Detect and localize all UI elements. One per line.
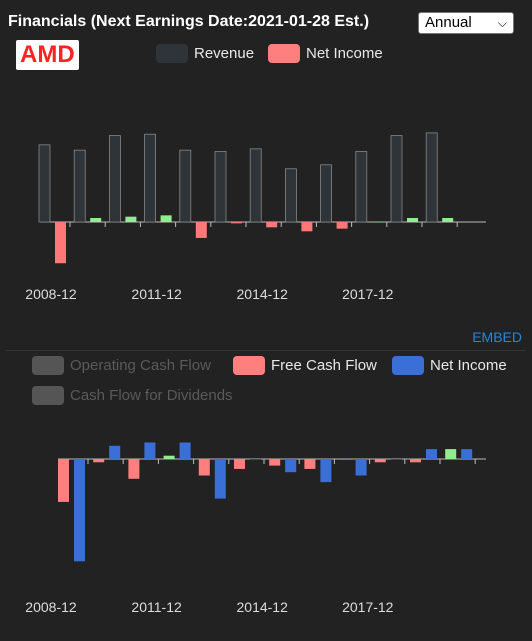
bar-revenue-2010[interactable] bbox=[109, 135, 121, 223]
bar-revenue-2016[interactable] bbox=[320, 164, 333, 223]
bar-free-cash-flow-2008[interactable] bbox=[58, 459, 69, 502]
cash-flow-panel: 2008-12 2011-12 2014-12 2017-12 Operating C… bbox=[6, 351, 526, 637]
revenue-income-panel: 2008-12 2011-12 2014-12 2017-12 Revenue Net … bbox=[6, 40, 526, 351]
legend-swatch bbox=[32, 386, 64, 405]
ticker-logo: AMD bbox=[16, 40, 79, 70]
bar-revenue-2009[interactable] bbox=[73, 149, 86, 223]
bar-net-income-2010[interactable] bbox=[144, 442, 156, 460]
legend-label: Net Income bbox=[430, 357, 507, 374]
bar-free-cash-flow-2019[interactable] bbox=[445, 449, 457, 459]
bar-free-cash-flow-2012[interactable] bbox=[198, 459, 210, 476]
x-tick-label: 2014-12 bbox=[237, 286, 289, 302]
x-tick-label: 2017-12 bbox=[342, 599, 394, 615]
legend-swatch bbox=[233, 356, 265, 375]
bar-free-cash-flow-2013[interactable] bbox=[234, 459, 245, 469]
bar-revenue-2012[interactable] bbox=[179, 149, 192, 223]
cash-flow-chart: 2008-12 2011-12 2014-12 2017-12 bbox=[25, 442, 486, 615]
bar-net-income-2011[interactable] bbox=[179, 442, 191, 460]
embed-link[interactable]: EMBED bbox=[472, 329, 522, 345]
bar-net-income-2015[interactable] bbox=[320, 459, 332, 483]
legend-label: Free Cash Flow bbox=[271, 357, 377, 374]
x-tick-label: 2008-12 bbox=[25, 286, 77, 302]
bar-net-income-2019[interactable] bbox=[461, 449, 473, 459]
bar-net-income-2018[interactable] bbox=[426, 449, 437, 459]
bar-free-cash-flow-2010[interactable] bbox=[128, 459, 140, 479]
bar-free-cash-flow-2015[interactable] bbox=[304, 459, 316, 469]
bar-net-income-2015[interactable] bbox=[301, 222, 313, 232]
x-tick-label: 2008-12 bbox=[25, 599, 77, 615]
bar-net-income-2017[interactable] bbox=[390, 459, 402, 460]
bar-free-cash-flow-2014[interactable] bbox=[269, 459, 281, 466]
bar-free-cash-flow-2009[interactable] bbox=[93, 459, 105, 463]
bar-revenue-2008[interactable] bbox=[38, 144, 51, 223]
legend-swatch bbox=[392, 356, 424, 375]
bar-revenue-2019[interactable] bbox=[425, 132, 438, 223]
bar-revenue-2011[interactable] bbox=[144, 133, 157, 223]
bar-net-income-2009[interactable] bbox=[109, 445, 121, 459]
bar-revenue-2018[interactable] bbox=[390, 135, 403, 223]
legend-swatch bbox=[156, 44, 188, 63]
bar-net-income-2008[interactable] bbox=[55, 222, 66, 264]
bar-net-income-2016[interactable] bbox=[355, 459, 367, 476]
bar-net-income-2017[interactable] bbox=[371, 222, 383, 223]
bar-net-income-2014[interactable] bbox=[266, 222, 278, 228]
bar-net-income-2008[interactable] bbox=[74, 459, 85, 562]
legend-label: Cash Flow for Dividends bbox=[70, 387, 233, 404]
bar-free-cash-flow-2011[interactable] bbox=[163, 455, 175, 459]
x-tick-label: 2017-12 bbox=[342, 286, 394, 302]
bar-free-cash-flow-2018[interactable] bbox=[410, 459, 421, 463]
bar-free-cash-flow-2016[interactable] bbox=[339, 459, 351, 460]
legend-swatch bbox=[32, 356, 64, 375]
page-title: Financials (Next Earnings Date:2021-01-2… bbox=[8, 13, 370, 30]
legend-label: Net Income bbox=[306, 45, 383, 62]
bar-net-income-2018[interactable] bbox=[407, 218, 418, 222]
bar-revenue-2013[interactable] bbox=[214, 151, 227, 223]
bar-net-income-2011[interactable] bbox=[160, 215, 172, 222]
legend-label: Revenue bbox=[194, 45, 255, 62]
bar-revenue-2015[interactable] bbox=[284, 168, 297, 223]
bar-net-income-2013[interactable] bbox=[231, 222, 242, 224]
legend-label: Operating Cash Flow bbox=[70, 357, 211, 374]
x-tick-label: 2014-12 bbox=[237, 599, 289, 615]
bar-net-income-2014[interactable] bbox=[285, 459, 297, 473]
bar-free-cash-flow-2017[interactable] bbox=[374, 459, 386, 463]
x-tick-label: 2011-12 bbox=[131, 599, 182, 615]
bar-revenue-2017[interactable] bbox=[355, 151, 368, 223]
bar-net-income-2013[interactable] bbox=[250, 459, 261, 460]
bar-net-income-2012[interactable] bbox=[195, 222, 207, 238]
x-tick-label: 2011-12 bbox=[131, 286, 182, 302]
bar-net-income-2009[interactable] bbox=[90, 218, 102, 222]
bar-net-income-2010[interactable] bbox=[125, 216, 137, 222]
bar-revenue-2014[interactable] bbox=[249, 148, 262, 223]
bar-net-income-2012[interactable] bbox=[214, 459, 226, 499]
bar-net-income-2016[interactable] bbox=[336, 222, 348, 229]
legend-swatch bbox=[268, 44, 300, 63]
period-select[interactable]: Annual ⌵ bbox=[418, 12, 514, 34]
chevron-down-icon: ⌵ bbox=[497, 16, 507, 30]
bar-net-income-2019[interactable] bbox=[442, 218, 454, 222]
header: Financials (Next Earnings Date:2021-01-2… bbox=[0, 0, 532, 40]
revenue-income-chart: 2008-12 2011-12 2014-12 2017-12 bbox=[25, 132, 486, 302]
period-select-value: Annual bbox=[425, 14, 472, 31]
